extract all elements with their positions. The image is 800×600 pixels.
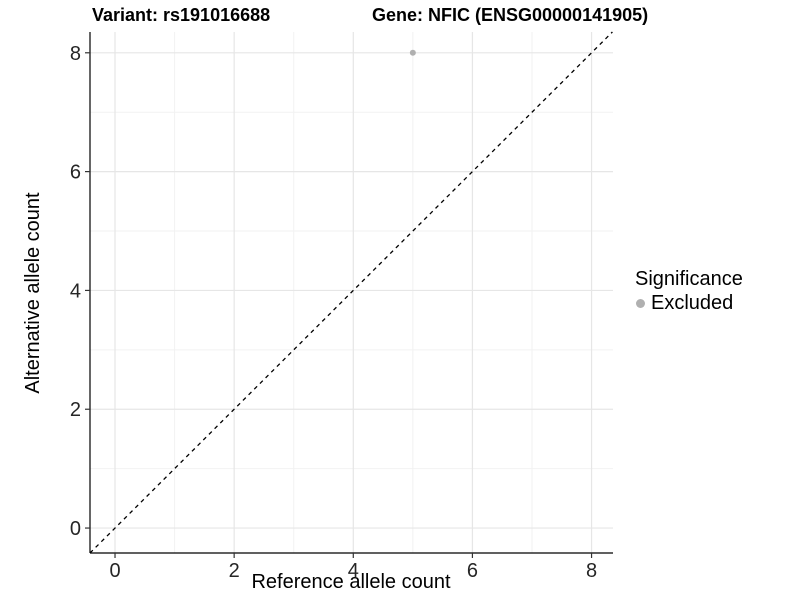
legend-item-excluded: Excluded [632, 292, 743, 315]
x-tick-label: 6 [467, 560, 478, 582]
y-axis-title: Alternative allele count [22, 192, 44, 394]
x-tick-label: 4 [348, 560, 359, 582]
x-axis-title: Reference allele count [251, 571, 451, 593]
y-tick-label: 6 [70, 162, 81, 184]
plot-title-gene: Gene: NFIC (ENSG00000141905) [372, 5, 649, 25]
x-tick-label: 8 [586, 560, 597, 582]
legend-title: Significance [635, 268, 743, 290]
data-point [409, 49, 416, 56]
plot-title-variant: Variant: rs191016688 [92, 5, 271, 25]
x-tick-label: 0 [109, 560, 120, 582]
y-tick-label: 0 [70, 518, 81, 540]
x-tick-label: 2 [229, 560, 240, 582]
legend: Significance Excluded [632, 268, 743, 315]
y-tick-label: 2 [70, 399, 81, 421]
y-tick-label: 8 [70, 43, 81, 65]
identity-line [89, 31, 613, 554]
excluded-point-icon [636, 299, 645, 308]
y-tick-label: 4 [70, 280, 81, 302]
legend-item-label: Excluded [651, 292, 734, 314]
